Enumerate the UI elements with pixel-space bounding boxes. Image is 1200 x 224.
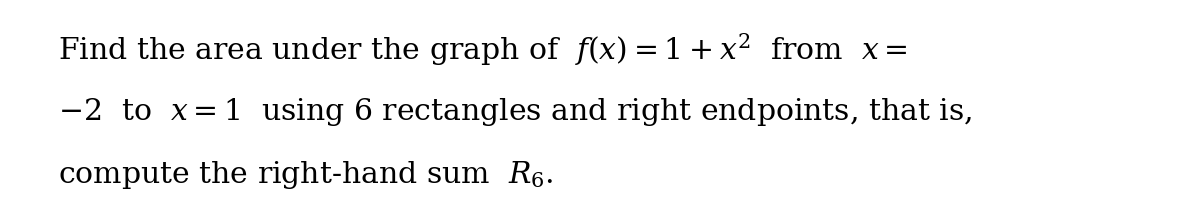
Text: compute the right-hand sum  $R_6$.: compute the right-hand sum $R_6$. — [58, 159, 553, 191]
Text: $-2$  to  $x = 1$  using 6 rectangles and right endpoints, that is,: $-2$ to $x = 1$ using 6 rectangles and r… — [58, 96, 972, 128]
Text: Find the area under the graph of  $f(x) = 1 + x^2$  from  $x =$: Find the area under the graph of $f(x) =… — [58, 31, 907, 68]
